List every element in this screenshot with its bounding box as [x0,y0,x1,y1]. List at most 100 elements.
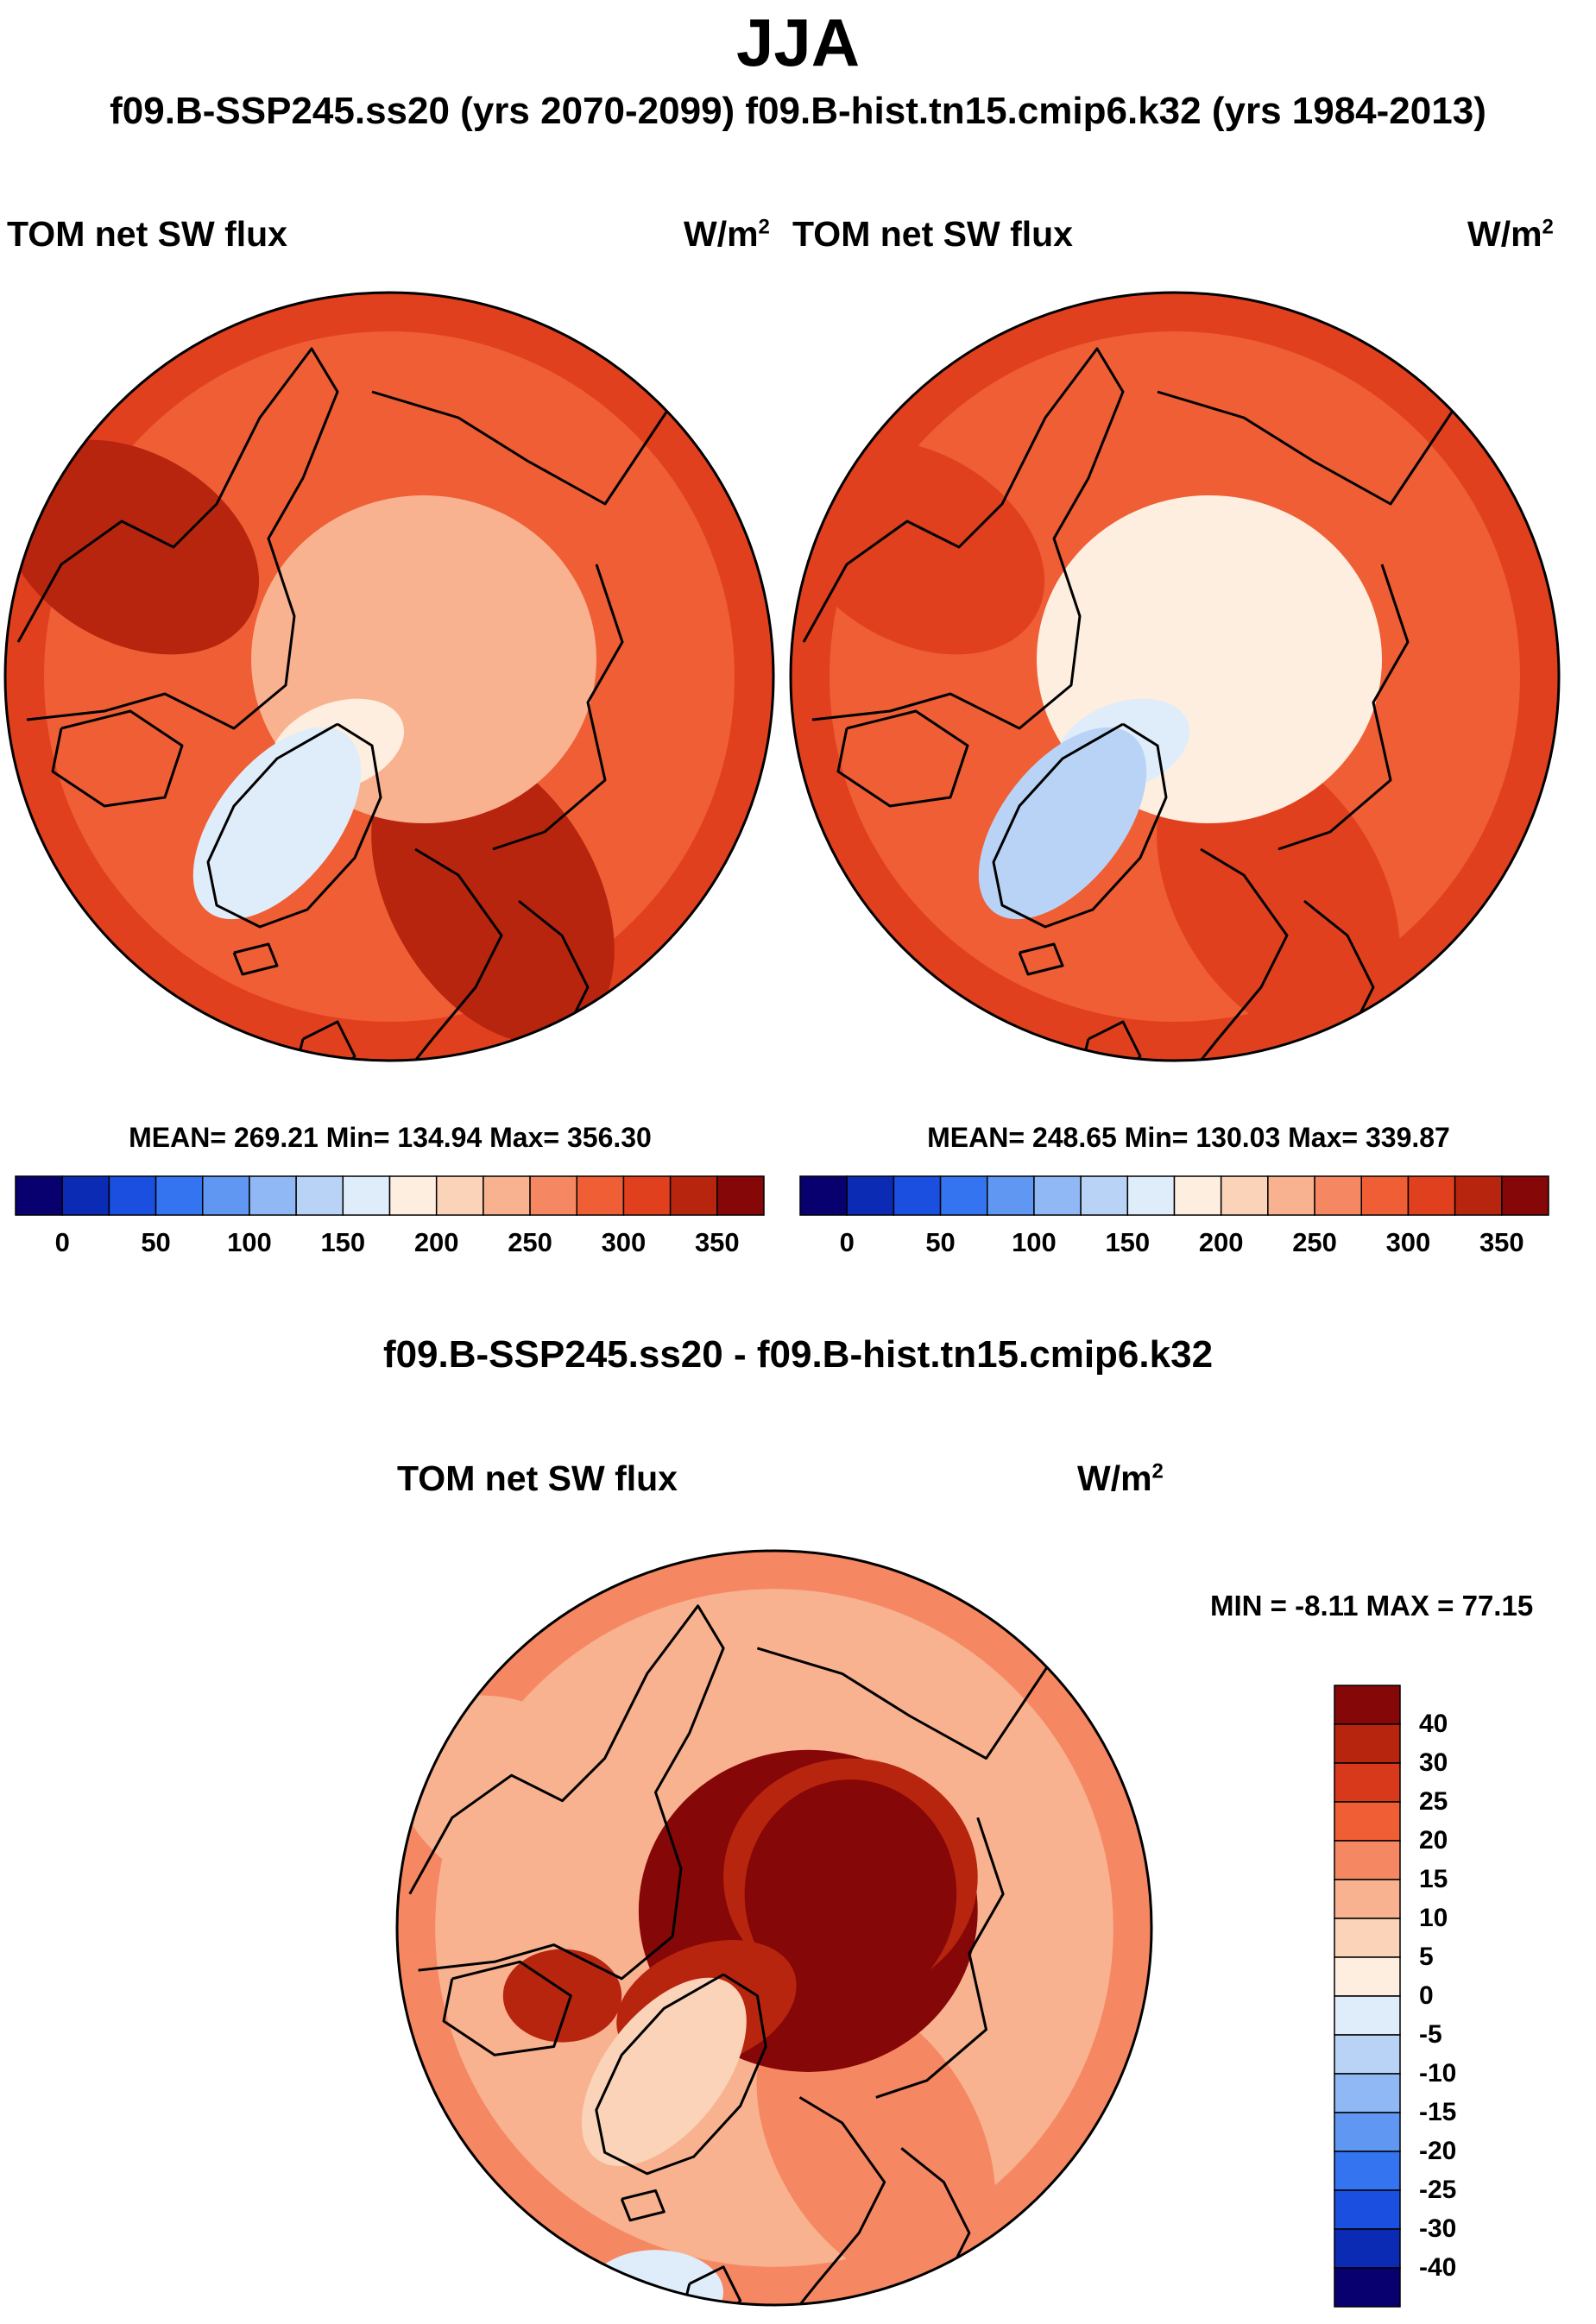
colorbar-box [1334,2073,1401,2113]
coastline [51,709,184,808]
colorbar-box [669,1175,718,1216]
coastline [781,2096,886,2305]
field-north-pacific [791,439,1045,655]
panel1-units: W/m2 [684,214,770,254]
coastline [802,347,1125,730]
colorbar-tick-label: -40 [1419,2253,1457,2282]
colorbar-tick-label: 200 [413,1227,459,1257]
coastline [16,347,339,730]
colorbar-box [1454,1175,1503,1216]
colorbar-box [1334,2034,1401,2075]
colorbar-box [1220,1175,1269,1216]
coastline [992,722,1168,929]
colorbar-box [202,1175,250,1216]
colorbar-tick-label: 250 [508,1227,552,1257]
colorbar-box [483,1175,531,1216]
coastline [836,709,969,808]
colorbar-tick-label: -25 [1419,2176,1457,2204]
colorbar-box [939,1175,988,1216]
coastline [442,1960,572,2056]
colorbar-box [108,1175,157,1216]
colorbar-tick-label: 5 [1419,1943,1434,1971]
colorbar-tick-label: 10 [1419,1904,1448,1932]
colorbar-box [893,1175,942,1216]
colorbar-box [1334,1879,1401,1919]
case-subtitle: f09.B-SSP245.ss20 (yrs 2070-2099) f09.B-… [110,90,1486,132]
coastline [620,2189,666,2222]
colorbar-box [716,1175,765,1216]
colorbar-tick-label: 100 [1012,1227,1057,1257]
colorbar-tick-label: -5 [1419,2020,1442,2049]
field-north-pacific [397,1695,647,1906]
coastline [1277,564,1410,851]
colorbar-tick-label: 50 [925,1227,956,1257]
colorbar-box [1501,1175,1549,1216]
colorbar-box [1334,1956,1401,1997]
colorbar-tick-label: 300 [601,1227,647,1257]
colorbar-box [61,1175,110,1216]
coastline [492,564,624,851]
colorbar-box [1267,1175,1315,1216]
colorbar-tick-label: 250 [1292,1227,1337,1257]
colorbar-box [15,1175,63,1216]
colorbar-tick-label: 100 [227,1227,272,1257]
colorbar-box [1360,1175,1410,1216]
colorbar-box [1334,1840,1401,1880]
field-north-pacific [5,439,260,655]
colorbar-box [1334,1918,1401,1958]
colorbar-box [1126,1175,1176,1216]
main-title: JJA [735,4,861,80]
panel3-min-max: MIN = -8.11 MAX = 77.15 [1210,1590,1534,1622]
colorbar-box [1334,2267,1401,2308]
map-border [395,1549,1153,2307]
field-greenland [978,727,1147,920]
coastline [875,1817,1005,2099]
colorbar-tick-label: -20 [1419,2137,1457,2165]
colorbar-box [295,1175,344,1216]
colorbar-box [1080,1175,1129,1216]
colorbar-box [1334,1723,1401,1764]
colorbar-tick-label: -15 [1419,2098,1457,2126]
colorbar-box [435,1175,484,1216]
colorbar-tick-label: 25 [1419,1787,1448,1816]
colorbar-box [1334,1762,1401,1803]
coastline [595,1973,767,2176]
coastline [1182,847,1289,1061]
field-greenland [192,727,362,920]
colorbar-box [1334,2151,1401,2191]
colorbar-tick-label: 20 [1419,1826,1448,1855]
colorbar-box [1334,1995,1401,2036]
coastline [679,2265,742,2305]
colorbar-tick-label: 30 [1419,1748,1448,1777]
colorbar-box [1334,1685,1401,1725]
colorbar-box [388,1175,438,1216]
colorbar-tick-label: 350 [1479,1227,1524,1257]
colorbar-tick-label: 15 [1419,1865,1448,1893]
colorbar-tick-label: 0 [1419,1981,1434,2010]
colorbar-box [1334,2189,1401,2230]
colorbar-box [1334,2228,1401,2269]
colorbar-box [987,1175,1035,1216]
colorbar-tick-label: -30 [1419,2214,1457,2243]
coastline [232,942,279,976]
coastline [206,722,382,929]
colorbar-tick-label: 0 [54,1227,70,1257]
colorbar-tick-label: 200 [1198,1227,1244,1257]
coastline [408,1604,725,1981]
map-border [3,291,775,1062]
colorbar-box [1334,1801,1401,1842]
panel1-title: TOM net SW flux [7,214,287,254]
panel3-title: TOM net SW flux [397,1458,678,1498]
colorbar-tick-label: 150 [1105,1227,1151,1257]
colorbar-tick-label: 300 [1385,1227,1431,1257]
coastline [396,847,503,1061]
coastline [1078,1020,1142,1061]
colorbar-box [529,1175,577,1216]
colorbar-box [1314,1175,1362,1216]
coastline [1018,942,1064,976]
panel2-title: TOM net SW flux [792,214,1073,254]
